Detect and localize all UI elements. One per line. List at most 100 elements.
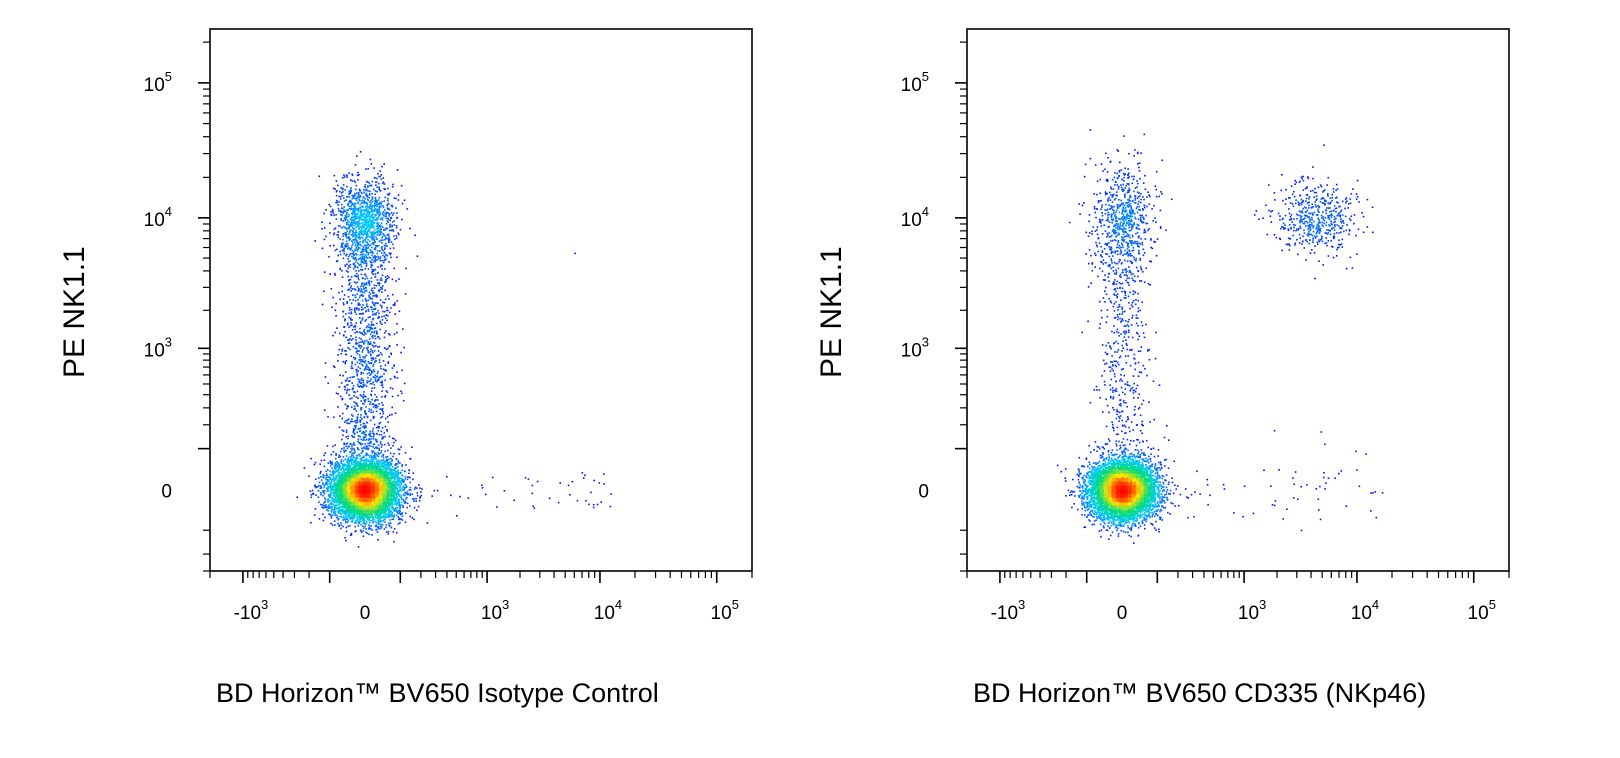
event-dot: [365, 508, 367, 510]
event-dot: [382, 497, 385, 499]
event-dot: [354, 474, 357, 476]
event-dot: [340, 459, 343, 461]
event-dot: [360, 524, 362, 526]
event-dot: [338, 466, 341, 469]
event-dot: [322, 519, 325, 522]
event-dot: [351, 492, 353, 494]
event-dot: [351, 454, 353, 457]
event-dot: [369, 464, 371, 467]
event-dot: [320, 493, 322, 496]
event-dot: [372, 486, 374, 488]
event-dot: [385, 472, 387, 475]
event-dot: [331, 463, 334, 466]
event-dot: [371, 450, 374, 453]
event-dot: [366, 517, 368, 519]
event-dot: [398, 498, 400, 501]
event-dot: [359, 509, 361, 511]
event-dot: [319, 503, 322, 506]
event-dot: [385, 460, 387, 462]
event-dot: [339, 515, 341, 517]
event-dot: [398, 502, 400, 504]
event-dot: [314, 461, 317, 464]
event-dot: [388, 512, 390, 514]
event-dot: [387, 449, 389, 452]
event-dot: [395, 496, 398, 498]
event-dot: [366, 532, 369, 535]
event-dot: [326, 487, 328, 489]
event-dot: [342, 516, 344, 518]
event-dot: [366, 509, 368, 511]
event-dot: [324, 498, 327, 501]
event-dot: [353, 513, 356, 516]
event-dot: [349, 524, 351, 527]
event-dot: [378, 514, 380, 516]
event-dot: [358, 513, 361, 515]
event-dot: [350, 447, 352, 450]
event-dot: [343, 517, 345, 519]
event-dot: [408, 476, 410, 478]
event-dot: [319, 472, 321, 474]
event-dot: [356, 480, 359, 482]
event-dot: [387, 530, 390, 533]
event-dot: [399, 472, 402, 474]
event-dot: [328, 480, 330, 482]
event-dot: [355, 519, 358, 521]
event-dot: [346, 459, 348, 462]
event-dot: [351, 470, 354, 473]
event-dot: [344, 493, 347, 496]
event-dot: [347, 472, 350, 475]
event-dot: [399, 486, 401, 489]
event-dot: [361, 503, 363, 505]
event-dot: [377, 459, 380, 461]
event-dot: [372, 454, 375, 457]
event-dot: [370, 514, 373, 516]
event-dot: [388, 509, 390, 511]
event-dot: [330, 461, 332, 464]
event-dot: [351, 468, 354, 470]
event-dot: [405, 501, 407, 504]
event-dot: [385, 491, 388, 493]
event-dot: [318, 501, 320, 503]
event-dot: [330, 513, 332, 516]
event-dot: [351, 509, 353, 512]
event-dot: [355, 458, 357, 461]
event-dot: [334, 482, 337, 484]
event-dot: [395, 484, 397, 487]
event-dot: [348, 481, 350, 483]
event-dot: [348, 459, 350, 461]
event-dot: [400, 483, 403, 485]
event-dot: [345, 465, 347, 468]
event-dot: [388, 498, 390, 500]
event-dot: [402, 498, 405, 501]
event-dot: [322, 490, 324, 492]
event-dot: [329, 462, 332, 465]
event-dot: [368, 527, 370, 529]
event-dot: [363, 468, 365, 471]
event-dot: [378, 520, 380, 523]
event-dot: [396, 531, 398, 534]
event-dot: [323, 493, 326, 495]
event-dot: [380, 459, 383, 462]
event-dot: [337, 465, 340, 467]
event-dot: [395, 510, 398, 512]
event-dot: [366, 453, 368, 455]
event-dot: [402, 506, 404, 509]
event-dot: [353, 461, 355, 464]
event-dot: [348, 465, 350, 468]
event-dot: [361, 507, 363, 510]
event-dot: [332, 473, 334, 476]
event-dot: [319, 485, 322, 487]
event-dot: [320, 470, 322, 473]
event-dot: [337, 494, 340, 496]
event-dot: [351, 466, 354, 469]
event-dot: [330, 479, 333, 481]
event-dot: [335, 474, 338, 477]
event-dot: [384, 513, 386, 515]
event-dot: [378, 512, 380, 514]
event-dot: [322, 494, 324, 497]
event-dot: [348, 513, 350, 515]
event-dot: [385, 478, 388, 480]
plot-frame: [209, 28, 753, 572]
event-dot: [387, 464, 389, 466]
event-dot: [333, 508, 336, 511]
